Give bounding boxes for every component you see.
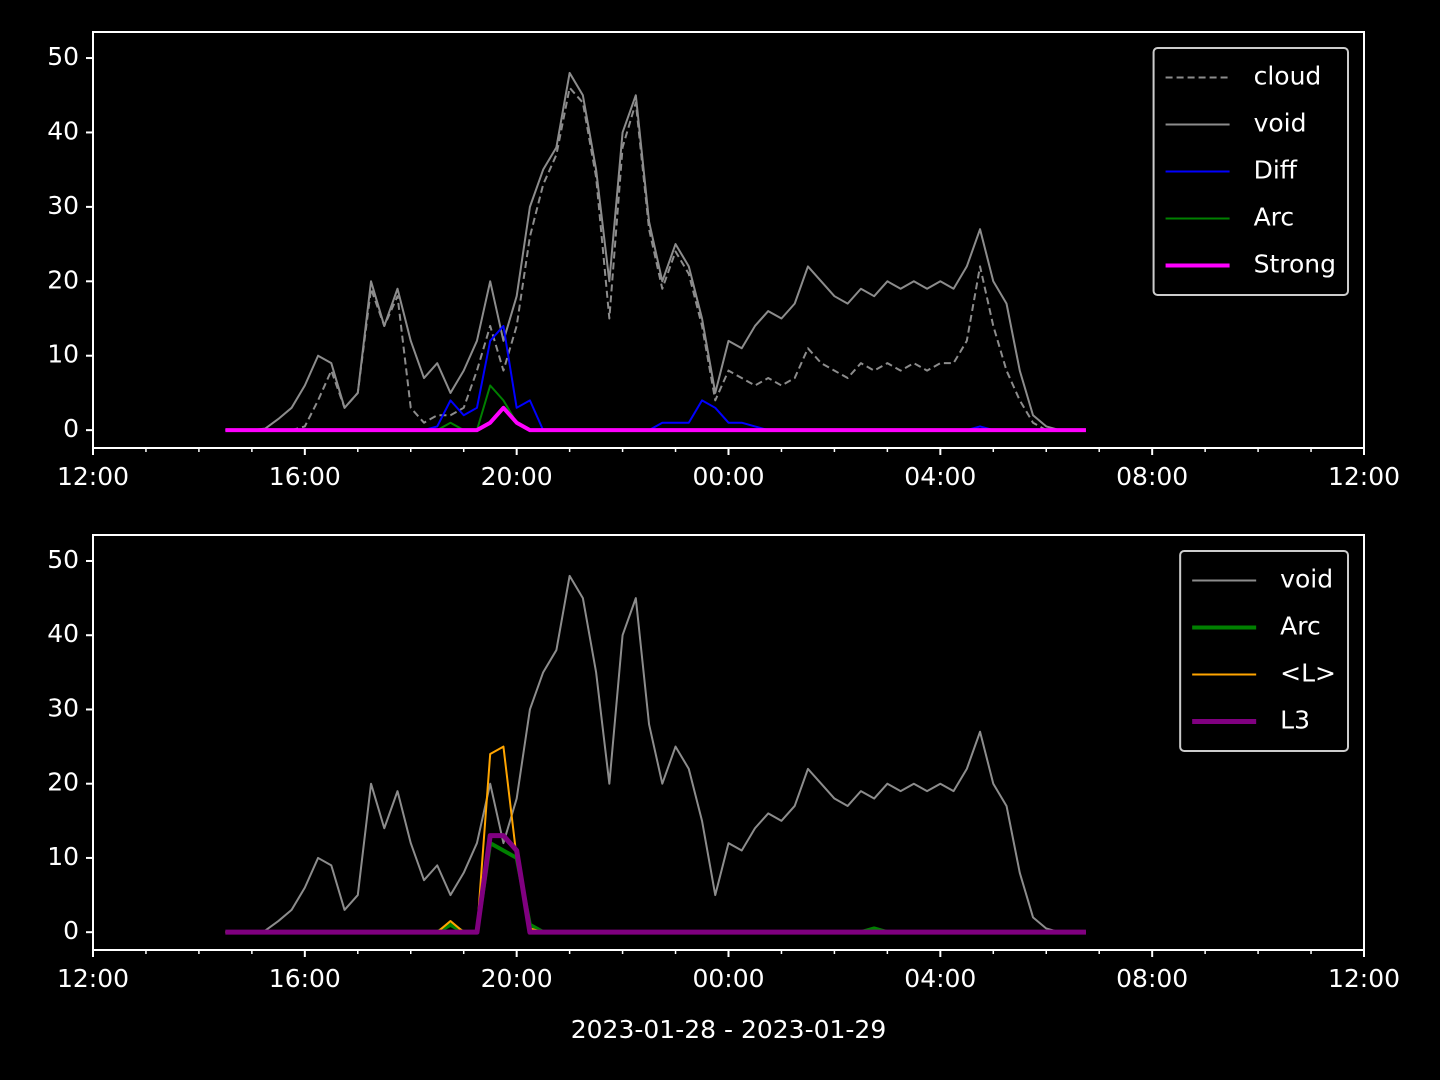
y-tick-label: 20 (47, 768, 79, 797)
legend-item: cloud (1165, 62, 1322, 91)
legend-item: Strong (1165, 250, 1336, 279)
series-line (225, 833, 1086, 935)
y-tick-label: 10 (47, 340, 79, 369)
plot-area (93, 32, 1364, 448)
legend-item: <L> (1192, 659, 1336, 688)
legend-item: void (1165, 109, 1307, 138)
legend-label: L3 (1280, 706, 1310, 735)
legend: void Arc <L> L3 (1179, 550, 1349, 752)
legend-label: Arc (1280, 612, 1321, 641)
x-tick-label: 20:00 (481, 462, 553, 491)
series-line (225, 405, 1086, 433)
x-tick-label: 00:00 (692, 462, 764, 491)
y-tick-label: 50 (47, 545, 79, 574)
plot-area (93, 535, 1364, 950)
x-tick-label: 12:00 (57, 964, 129, 993)
y-tick-label: 40 (47, 116, 79, 145)
legend-label: Arc (1254, 203, 1295, 232)
legend-label: <L> (1280, 659, 1336, 688)
y-tick-label: 10 (47, 842, 79, 871)
x-tick-label: 20:00 (481, 964, 553, 993)
legend-label: void (1254, 109, 1307, 138)
x-tick-label: 04:00 (904, 964, 976, 993)
legend-frame (1179, 550, 1349, 752)
y-tick-label: 30 (47, 693, 79, 722)
legend-label: Diff (1254, 156, 1298, 185)
y-tick-label: 20 (47, 265, 79, 294)
legend-label: void (1280, 565, 1333, 594)
y-tick-label: 40 (47, 619, 79, 648)
legend-item: Arc (1165, 203, 1295, 232)
x-tick-label: 00:00 (692, 964, 764, 993)
y-tick-label: 0 (63, 916, 79, 945)
legend-item: void (1192, 565, 1333, 594)
y-tick-label: 0 (63, 414, 79, 443)
series-line (225, 71, 1086, 432)
x-tick-label: 04:00 (904, 462, 976, 491)
x-tick-label: 16:00 (269, 462, 341, 491)
legend-label: Strong (1254, 250, 1336, 279)
legend-item: L3 (1192, 706, 1310, 735)
legend-frame (1152, 47, 1349, 296)
x-tick-label: 12:00 (1328, 462, 1400, 491)
y-tick-label: 30 (47, 191, 79, 220)
legend-label: cloud (1254, 62, 1322, 91)
y-tick-label: 50 (47, 42, 79, 71)
series-line (225, 574, 1086, 934)
x-axis-label: 2023-01-28 - 2023-01-29 (571, 1015, 887, 1044)
legend-item: Diff (1165, 156, 1298, 185)
x-tick-label: 12:00 (57, 462, 129, 491)
x-tick-label: 12:00 (1328, 964, 1400, 993)
legend: cloud void Diff Arc Strong (1152, 47, 1349, 296)
x-tick-label: 08:00 (1116, 462, 1188, 491)
legend-item: Arc (1192, 612, 1321, 641)
x-tick-label: 16:00 (269, 964, 341, 993)
x-tick-label: 08:00 (1116, 964, 1188, 993)
